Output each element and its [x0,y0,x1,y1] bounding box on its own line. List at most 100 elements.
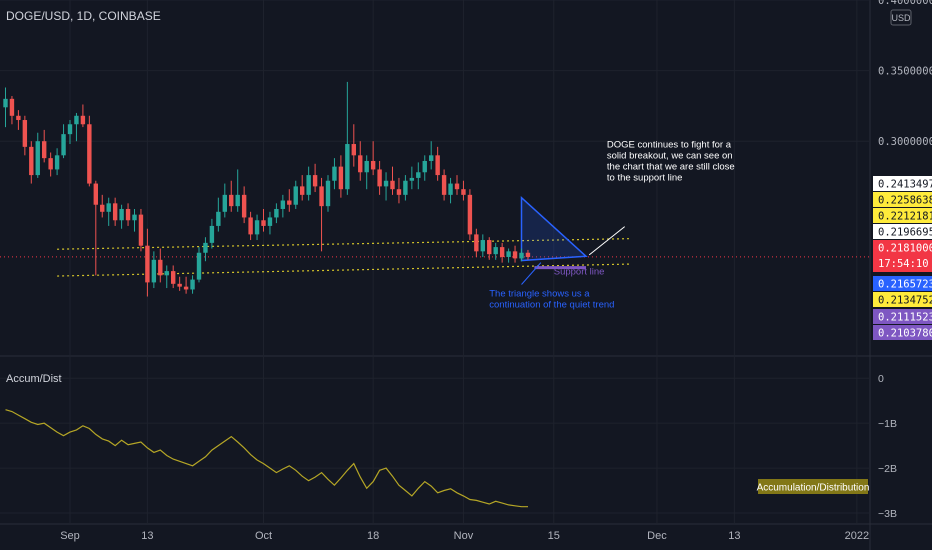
triangle-pointer [521,262,542,285]
price-badge-value: 0.21657239 [878,279,932,291]
indicator-title[interactable]: Accum/Dist [6,373,62,385]
price-badge-value: 0.21810000 [878,243,932,255]
candle-body [9,98,15,116]
candle [351,124,356,167]
candle [158,248,163,283]
candle-body [42,141,47,159]
candle [261,208,266,232]
candle-body [435,155,440,176]
candle-body [364,160,369,173]
indicator-legend[interactable]: Accumulation/Distribution [757,479,870,494]
candle-body [396,189,402,195]
candle [125,203,131,226]
annotation-line: Support line [554,267,605,278]
candle [396,177,402,204]
candle [3,87,8,128]
price-badge[interactable]: 0.21037806 [873,325,932,340]
triangle-pattern[interactable] [520,195,588,262]
candle-body [3,98,8,108]
candle-body [93,183,98,205]
annotation-breakout[interactable]: DOGE continues to fight for a solid break… [607,140,735,184]
candle [254,214,260,241]
candle-body [54,155,60,170]
price-badge[interactable]: 0.22586389 [873,192,932,207]
candle-body [151,259,157,283]
candle [138,208,144,252]
price-badge[interactable]: 0.22121814 [873,208,932,223]
candle-body [171,271,176,284]
candle-body [467,194,473,235]
candle [164,265,169,289]
accum-dist-line [5,409,528,508]
candle-body [100,204,105,212]
trendline[interactable] [57,238,632,250]
candle-body [132,214,137,221]
candle [241,186,247,224]
candle-body [332,166,337,181]
candle [100,194,105,218]
price-badge[interactable]: 0.21347523 [873,292,932,307]
candle-body [506,251,511,257]
candle-body [525,252,531,257]
price-badge-value: 0.21115235 [878,312,932,324]
candle-body [119,208,124,221]
candle [338,155,344,198]
price-badge-bg [873,224,932,239]
candle [80,104,86,128]
candle [383,172,389,201]
candle-body [454,183,460,190]
candle-body [345,144,350,190]
candle [67,120,73,145]
candle [306,166,311,201]
candle [332,158,337,190]
candle-body [512,251,518,259]
annotation-triangle[interactable]: The triangle shows us a continuation of t… [489,289,614,311]
annotation-line: DOGE continues to fight for a [607,140,732,151]
candle-body [87,124,92,184]
candle-body [390,180,395,190]
candle [325,175,331,212]
candle-body [429,155,434,161]
breakout-pointer [588,226,626,256]
candle-body [190,279,195,290]
annotation-line: the chart that we are still close [607,162,735,173]
price-badge[interactable]: 0.21657239 [873,276,932,291]
annotation-support[interactable]: Support line [554,267,605,278]
price-badge[interactable]: 0.24134972 [873,176,932,191]
annotation-line: solid breakout, we can see on [607,151,733,162]
candle-body [409,177,415,181]
candle [216,197,221,232]
candle-body [106,203,111,212]
trendline[interactable] [57,263,632,277]
candle-body [248,217,253,235]
axes: Sep13Oct18Nov15Dec132022170.400000000.35… [60,0,932,542]
indicator-tick-label: 0 [878,373,884,385]
candle-body [138,214,144,246]
currency-badge[interactable] [890,9,912,26]
candle-body [61,134,66,156]
candle-body [35,141,40,176]
price-badge-bg [873,240,932,272]
candle [403,175,408,201]
price-badge[interactable]: 0.21966956 [873,224,932,239]
candle [183,276,189,294]
indicator-pane[interactable]: Accumulation/Distribution [5,409,870,508]
price-badge[interactable]: 0.21810000 17:54:10 [873,240,932,272]
candle [493,242,498,260]
candle [499,242,505,263]
price-badge-bg [873,208,932,223]
candle [519,248,524,262]
candle [35,132,40,178]
candle-body [383,180,389,187]
candle-body [416,172,421,178]
candle-body [358,155,363,173]
indicator-tick-label: −1B [878,418,897,430]
symbol-title[interactable]: DOGE/USD, 1D, COINBASE [6,9,161,23]
candle [280,194,286,218]
price-badge[interactable]: 0.21115235 [873,309,932,324]
candle [209,218,215,249]
candle [435,146,440,181]
candle-body [261,220,266,226]
